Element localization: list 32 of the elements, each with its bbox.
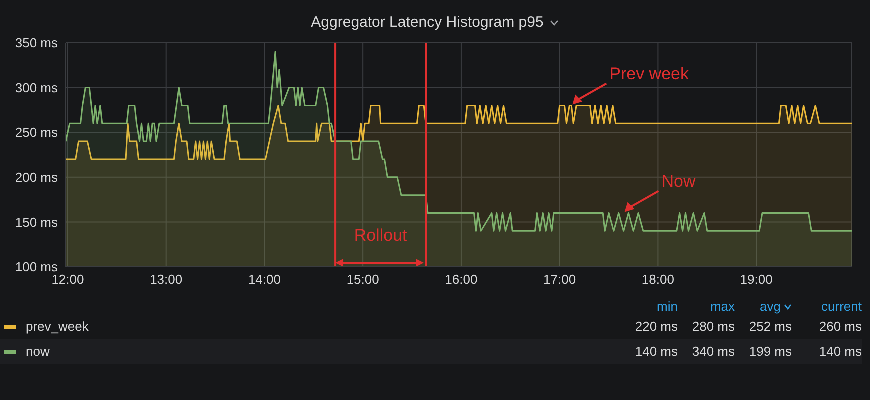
- chart-title: Aggregator Latency Histogram p95: [311, 14, 544, 31]
- text: avg: [759, 299, 782, 314]
- x-tick-label: 17:00: [544, 272, 576, 288]
- y-tick-label: 150 ms: [15, 214, 58, 230]
- y-tick-label: 300 ms: [15, 80, 58, 96]
- y-tick-label: 350 ms: [15, 36, 58, 51]
- text: max: [709, 299, 735, 314]
- annotation: Prev week: [610, 64, 690, 84]
- text: min: [656, 299, 678, 314]
- annotation: Now: [662, 172, 697, 192]
- legend-label: prev_week: [26, 319, 90, 334]
- x-tick-label: 14:00: [248, 272, 281, 288]
- legend-label: now: [26, 344, 51, 359]
- text: 199 ms: [748, 344, 792, 359]
- y-tick-label: 250 ms: [15, 125, 58, 140]
- x-tick-label: 18:00: [642, 272, 674, 288]
- y-tick-label: 200 ms: [15, 170, 58, 186]
- y-tick-label: 100 ms: [15, 260, 58, 275]
- text: 140 ms: [818, 344, 862, 359]
- x-tick-label: 19:00: [740, 272, 773, 288]
- x-tick-label: 12:00: [52, 272, 84, 288]
- x-tick-label: 13:00: [150, 272, 183, 288]
- x-tick-label: 15:00: [346, 272, 380, 288]
- text: 280 ms: [691, 319, 735, 334]
- text: 140 ms: [634, 344, 678, 359]
- text: current: [820, 299, 862, 314]
- text: 220 ms: [634, 319, 678, 334]
- text: 260 ms: [818, 319, 862, 334]
- ref-line-label: Rollout: [354, 226, 408, 245]
- text: 252 ms: [748, 319, 792, 334]
- text: 340 ms: [691, 344, 735, 359]
- x-tick-label: 16:00: [445, 272, 478, 288]
